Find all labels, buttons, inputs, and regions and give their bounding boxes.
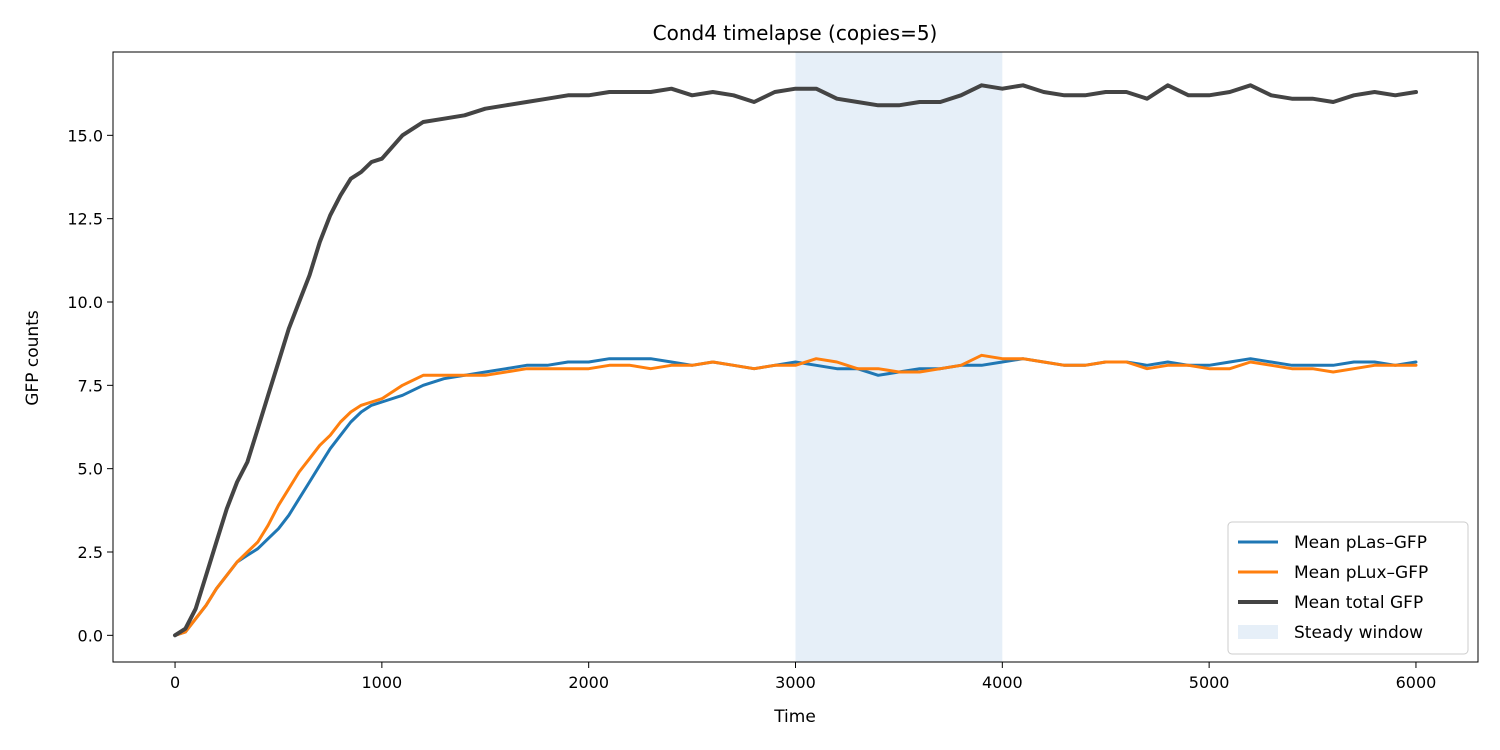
y-tick-label: 2.5 (78, 543, 103, 562)
y-axis: 0.0 2.5 5.0 7.5 10.0 12.5 15.0 (67, 126, 113, 645)
x-tick-label: 0 (170, 673, 180, 692)
x-tick-label: 1000 (362, 673, 403, 692)
legend-label: Mean pLux–GFP (1294, 563, 1428, 583)
y-tick-label: 15.0 (67, 126, 103, 145)
x-axis-label: Time (773, 707, 816, 727)
legend-label: Mean pLas–GFP (1294, 533, 1427, 553)
legend-box (1227, 521, 1469, 655)
x-tick-label: 3000 (775, 673, 816, 692)
series-line-2 (173, 353, 1418, 637)
plot-area (112, 51, 1479, 663)
legend-label: Steady window (1294, 623, 1423, 643)
legend-swatch (1238, 625, 1278, 639)
x-tick-label: 4000 (982, 673, 1023, 692)
x-tick-label: 5000 (1189, 673, 1230, 692)
x-tick-label: 6000 (1396, 673, 1437, 692)
steady-window-region (795, 52, 1003, 662)
legend: Mean pLas–GFP Mean pLux–GFP Mean total GFP… (1227, 521, 1469, 655)
x-axis: 0 1000 2000 3000 4000 5000 6000 (170, 662, 1436, 692)
y-axis-label: GFP counts (23, 310, 43, 406)
y-tick-label: 0.0 (78, 626, 103, 645)
y-tick-label: 10.0 (67, 293, 103, 312)
legend-label: Mean total GFP (1294, 593, 1423, 613)
series-layer (173, 83, 1418, 638)
y-tick-label: 7.5 (78, 376, 103, 395)
x-tick-label: 2000 (568, 673, 609, 692)
chart-title: Cond4 timelapse (copies=5) (653, 21, 938, 45)
y-tick-label: 12.5 (67, 210, 103, 229)
y-tick-label: 5.0 (78, 460, 103, 479)
series-line-3 (173, 83, 1418, 638)
